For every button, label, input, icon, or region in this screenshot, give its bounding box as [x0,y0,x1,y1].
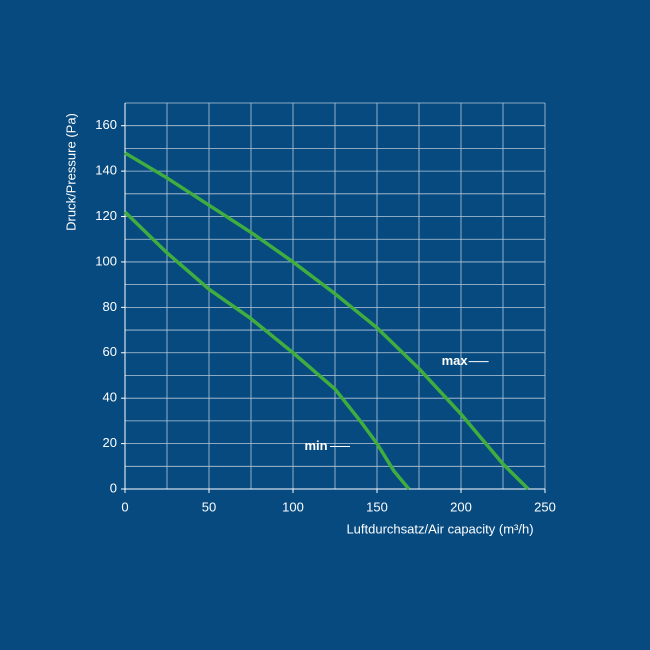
x-tick-label: 200 [450,499,472,514]
y-tick-label: 140 [95,163,117,178]
series-label: min [304,438,327,453]
y-axis-label: Druck/Pressure (Pa) [63,113,78,231]
line-series [123,210,411,491]
line-series [124,151,530,491]
y-tick-label: 40 [103,390,117,405]
x-tick-label: 100 [282,499,304,514]
series-label: max [442,353,469,368]
y-tick-label: 60 [103,344,117,359]
x-tick-label: 50 [202,499,216,514]
x-tick-label: 150 [366,499,388,514]
y-tick-label: 20 [103,435,117,450]
y-tick-label: 100 [95,253,117,268]
y-tick-label: 120 [95,208,117,223]
y-tick-label: 80 [103,299,117,314]
y-tick-label: 160 [95,117,117,132]
x-axis-label: Luftdurchsatz/Air capacity (m³/h) [346,521,533,536]
x-tick-label: 0 [121,499,128,514]
x-tick-label: 250 [534,499,556,514]
y-tick-label: 0 [110,480,117,495]
